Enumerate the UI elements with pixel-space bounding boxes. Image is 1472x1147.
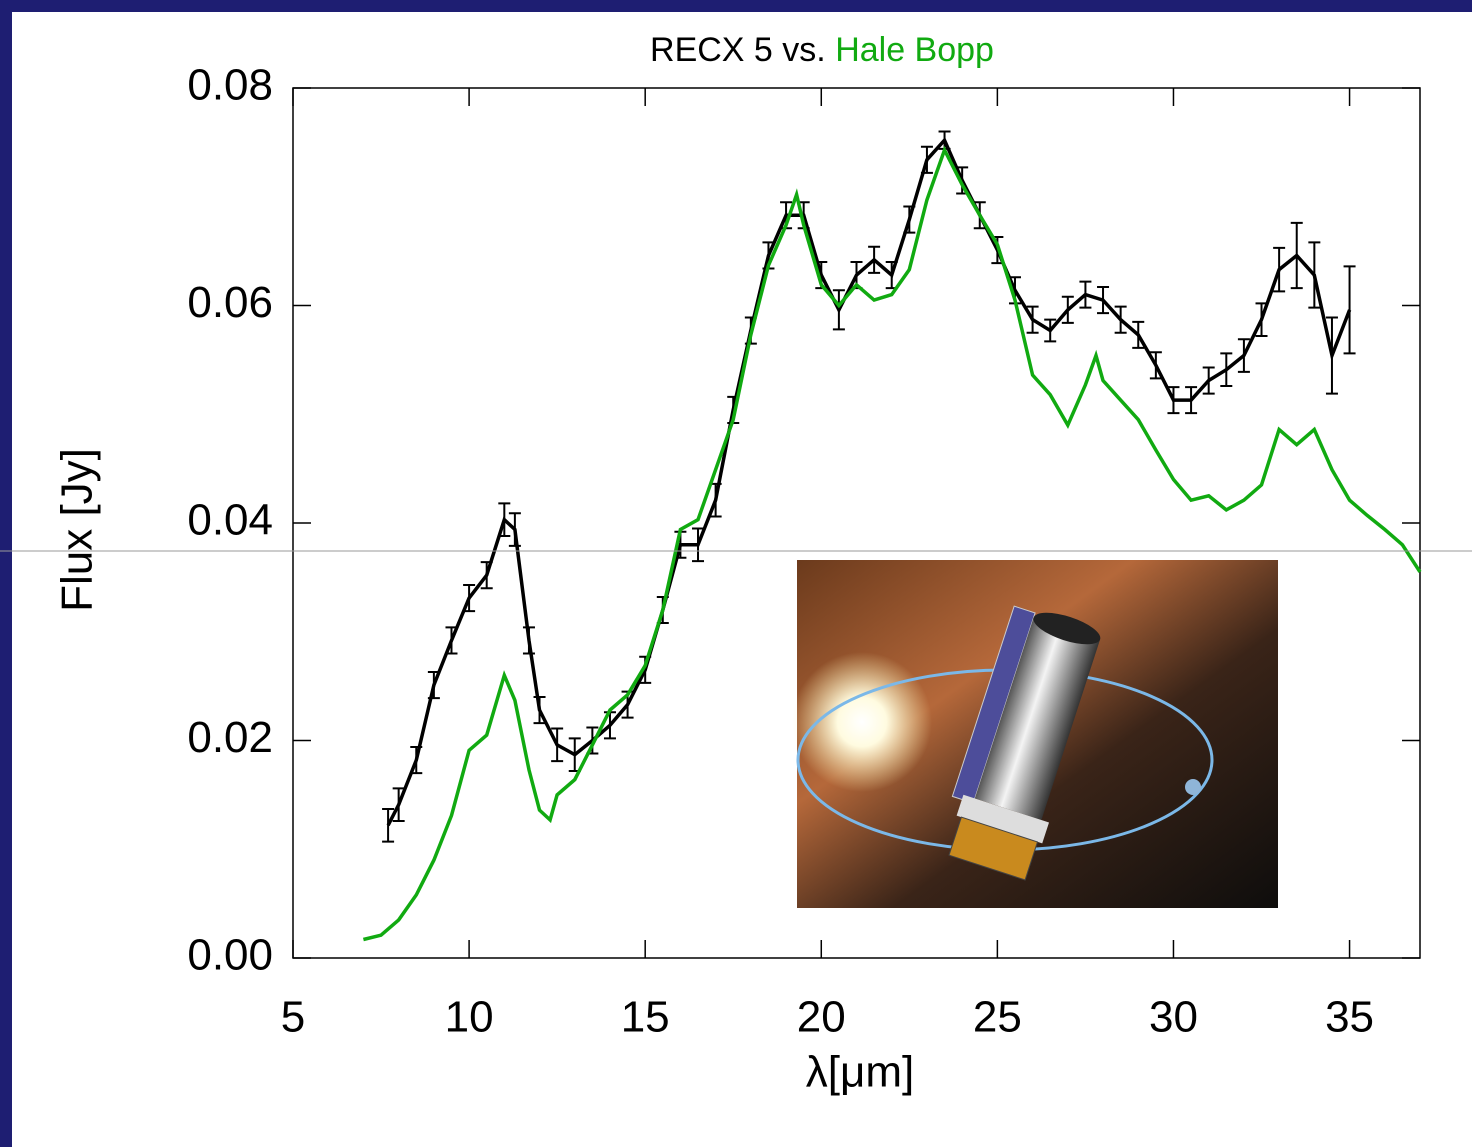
error-bar	[392, 787, 405, 822]
error-bar	[551, 727, 564, 763]
error-bar	[427, 670, 440, 700]
error-bar	[1255, 302, 1268, 337]
error-bar	[1273, 246, 1286, 293]
y-tick-label: 0.00	[187, 931, 273, 980]
error-bar	[1325, 316, 1338, 395]
inset-telescope	[948, 605, 1101, 881]
error-bar	[903, 205, 916, 234]
error-bar	[1167, 386, 1180, 415]
y-tick-label: 0.02	[187, 713, 273, 762]
error-bar	[1343, 265, 1356, 355]
x-tick-label: 20	[797, 993, 846, 1042]
error-bar	[1061, 295, 1074, 324]
y-tick-label: 0.06	[187, 278, 273, 327]
y-axis-label: Flux [Jy]	[53, 448, 102, 612]
x-tick-label: 35	[1325, 993, 1374, 1042]
series-line	[362, 145, 1422, 942]
error-bar	[920, 145, 933, 174]
error-bar	[480, 561, 493, 590]
error-bar	[445, 626, 458, 655]
x-tick-label: 25	[973, 993, 1022, 1042]
plot-area: 5 10 15 20 25 30 35 0.00 0.02 0.04 0.06 0.08	[187, 61, 1422, 1042]
error-bar	[463, 583, 476, 613]
error-bar	[410, 746, 423, 775]
inset-image	[792, 560, 1278, 908]
error-bar	[498, 502, 511, 538]
error-bar	[868, 245, 881, 274]
error-bar	[508, 512, 521, 547]
inset-earth	[1185, 779, 1201, 795]
legend-entry: Hale Bopp	[835, 31, 994, 69]
error-bar	[1114, 305, 1127, 334]
error-bar	[1308, 241, 1321, 309]
error-bar	[1079, 280, 1092, 309]
x-tick-label: 30	[1149, 993, 1198, 1042]
telescope-ring	[956, 794, 1050, 844]
x-tick-label: 10	[445, 993, 494, 1042]
x-axis-label: λ[μm]	[806, 1048, 914, 1097]
error-bar	[1220, 352, 1233, 387]
telescope-tube	[974, 617, 1101, 821]
title-text: RECX 5 vs.	[650, 31, 826, 69]
telescope-aperture	[1033, 612, 1101, 645]
error-bar	[1026, 305, 1039, 334]
error-bar	[533, 696, 546, 725]
error-bar	[1202, 366, 1215, 395]
error-bar	[1044, 318, 1057, 343]
chart-title: RECX 5 vs. Hale Bopp	[650, 31, 994, 69]
error-bar	[1149, 351, 1162, 380]
telescope-bus	[948, 816, 1039, 881]
error-bar	[1290, 221, 1303, 290]
error-bar	[1132, 320, 1145, 349]
error-bar	[832, 289, 845, 331]
error-bar	[522, 626, 535, 655]
y-tick-label: 0.08	[187, 61, 273, 110]
error-bar	[692, 527, 705, 563]
x-tick-label: 5	[281, 993, 305, 1042]
error-bar	[1185, 386, 1198, 415]
error-bar	[1237, 338, 1250, 373]
y-tick-label: 0.04	[187, 496, 273, 545]
x-tick-label: 15	[621, 993, 670, 1042]
error-bar	[1097, 286, 1110, 315]
error-bar	[382, 808, 395, 843]
inset-sun	[792, 652, 932, 792]
